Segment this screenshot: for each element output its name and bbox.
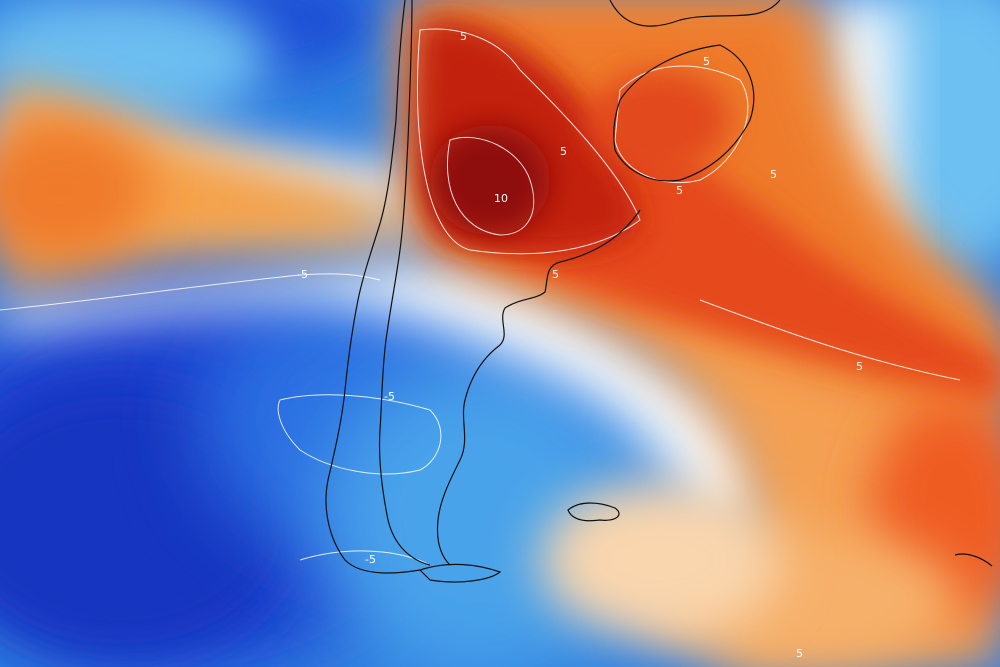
contour-label-warm-far-east: 5 [676,184,683,197]
contour-label-warm-uruguay: 5 [703,55,710,68]
contour-label-warm-core: 10 [494,192,508,205]
contour-label-warm-north: 5 [460,30,467,43]
contour-label-cold-patagonia: -5 [384,390,395,403]
contour-cold-5-west [0,273,381,311]
contour-labels: 5 10 5 5 5 5 5 5 5 -5 -5 -5 [297,30,863,660]
falkland-islands [567,502,620,522]
argentina-atlantic-coast [436,209,641,566]
brazil-border [609,0,781,27]
chile-coastline [325,0,421,574]
contour-label-warm-bottom: 5 [796,647,803,660]
tierra-del-fuego [418,563,502,583]
contour-warm-10 [446,136,535,236]
contour-label-warm-coast: 5 [552,268,559,281]
contour-label-warm-ne: 5 [770,168,777,181]
andes-border [378,0,431,566]
contour-label-warm-east: 5 [560,145,567,158]
coastlines [325,0,993,583]
contour-label-warm-plains: 5 [856,360,863,373]
south-georgia [954,553,993,567]
uruguay-border [613,44,755,182]
contour-label-cold-west: -5 [297,268,308,281]
contour-label-cold-tierra: -5 [365,553,376,566]
contour-warm-5-east [699,299,961,381]
contour-warm-5-north [416,28,641,255]
contour-cold-5-tierra [299,550,431,566]
contour-cold-5-patagonia [277,394,442,475]
